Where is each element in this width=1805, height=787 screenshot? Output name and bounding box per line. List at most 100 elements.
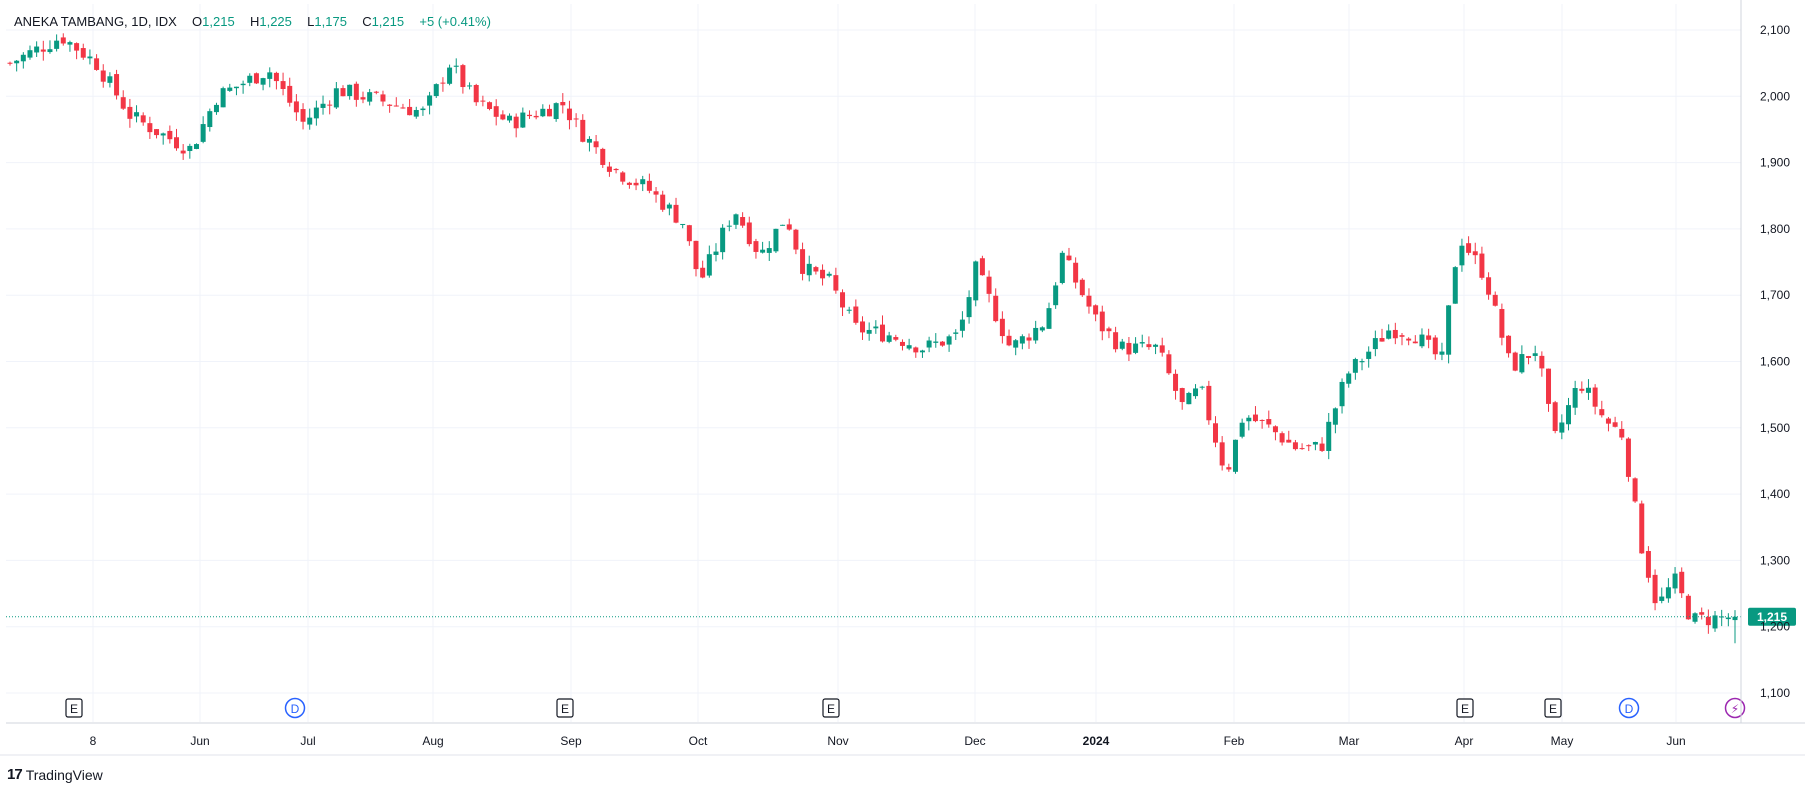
- candle-body: [1639, 503, 1645, 554]
- candle-body: [866, 329, 872, 334]
- y-tick-label: 2,100: [1760, 23, 1790, 37]
- candle-body: [1352, 359, 1358, 373]
- candle-body: [1712, 615, 1718, 629]
- candle-body: [666, 204, 672, 209]
- candle-body: [840, 292, 846, 308]
- candle-body: [427, 95, 433, 106]
- candle-body: [1339, 381, 1345, 407]
- candle-body: [1412, 341, 1418, 344]
- candle-body: [1619, 428, 1625, 438]
- candle-body: [1306, 445, 1312, 447]
- x-tick-label: 2024: [1083, 734, 1110, 748]
- candle-body: [1512, 352, 1518, 371]
- candle-body: [1532, 353, 1538, 356]
- candle-body: [1286, 439, 1292, 443]
- candle-body: [1579, 388, 1585, 391]
- candle-body: [413, 110, 419, 117]
- candle-body: [353, 83, 359, 100]
- symbol-legend: ANEKA TAMBANG, 1D, IDX O1,215 H1,225 L1,…: [14, 14, 491, 29]
- candle-body: [1319, 443, 1325, 451]
- candle-body: [154, 129, 160, 136]
- candle-body: [200, 124, 206, 142]
- candle-body: [1432, 337, 1438, 355]
- tradingview-brand[interactable]: 17 TradingView: [7, 766, 103, 783]
- candle-body: [1665, 587, 1671, 599]
- candle-body: [293, 101, 299, 113]
- candle-body: [1252, 414, 1258, 422]
- candle-body: [347, 84, 353, 97]
- candle-body: [134, 112, 140, 117]
- candle-body: [127, 106, 133, 119]
- candle-body: [766, 248, 772, 253]
- candle-body: [287, 85, 293, 103]
- candle-body: [1386, 330, 1392, 339]
- candle-body: [1226, 467, 1232, 470]
- last-price-badge: [1748, 607, 1796, 626]
- candle-body: [1332, 408, 1338, 425]
- candle-body: [267, 72, 273, 79]
- candle-body: [540, 108, 546, 117]
- candle-body: [1426, 335, 1432, 340]
- candle-body: [640, 179, 646, 185]
- candle-body: [233, 86, 239, 89]
- candle-body: [27, 50, 33, 58]
- y-tick-label: 1,800: [1760, 222, 1790, 236]
- candle-body: [873, 326, 879, 329]
- candle-body: [1659, 596, 1665, 601]
- candle-body: [453, 65, 459, 67]
- candle-body: [1326, 421, 1332, 451]
- candle-body: [333, 88, 339, 108]
- dividend-marker-label: D: [291, 702, 300, 716]
- earnings-marker-label: E: [1461, 702, 1469, 716]
- candle-body: [700, 267, 706, 278]
- candle-body: [1199, 386, 1205, 388]
- candle-body: [80, 48, 86, 58]
- candle-body: [846, 309, 852, 311]
- tradingview-logo: 17: [7, 766, 23, 783]
- candle-body: [14, 60, 20, 64]
- change-value: +5 (+0.41%): [419, 14, 491, 29]
- candle-body: [487, 102, 493, 109]
- candle-body: [1406, 338, 1412, 341]
- close-value: 1,215: [371, 14, 405, 29]
- candle-body: [227, 87, 233, 91]
- news-flash-icon: ⚡: [1731, 702, 1739, 716]
- candle-body: [1186, 392, 1192, 405]
- candle-body: [966, 297, 972, 318]
- candle-body: [1492, 294, 1498, 306]
- candle-body: [653, 191, 659, 195]
- candle-body: [273, 72, 279, 82]
- candle-body: [1013, 340, 1019, 348]
- candle-body: [1419, 334, 1425, 347]
- candle-body: [526, 114, 532, 117]
- candle-body: [566, 108, 572, 121]
- candle-body: [726, 225, 732, 227]
- candle-body: [480, 100, 486, 102]
- candle-body: [1173, 373, 1179, 391]
- candle-body: [1486, 277, 1492, 295]
- candle-body: [180, 150, 186, 154]
- candle-body: [40, 49, 46, 52]
- candle-body: [853, 306, 859, 323]
- candle-body: [1526, 356, 1532, 358]
- earnings-marker-label: E: [561, 702, 569, 716]
- candle-body: [1679, 571, 1685, 594]
- candle-body: [307, 117, 313, 125]
- candle-body: [1019, 336, 1025, 344]
- candle-body: [680, 223, 686, 225]
- candle-body: [114, 74, 120, 96]
- candle-body: [886, 335, 892, 342]
- candle-body: [1559, 422, 1565, 433]
- candle-body: [213, 104, 219, 113]
- candle-body: [1605, 418, 1611, 424]
- candle-body: [979, 258, 985, 276]
- candle-body: [1159, 345, 1165, 353]
- candle-body: [1113, 332, 1119, 350]
- candle-body: [1033, 327, 1039, 341]
- candle-body: [253, 73, 259, 84]
- candle-body: [1585, 387, 1591, 393]
- candle-body: [946, 336, 952, 345]
- candle-body: [1379, 338, 1385, 342]
- candle-body: [1699, 612, 1705, 615]
